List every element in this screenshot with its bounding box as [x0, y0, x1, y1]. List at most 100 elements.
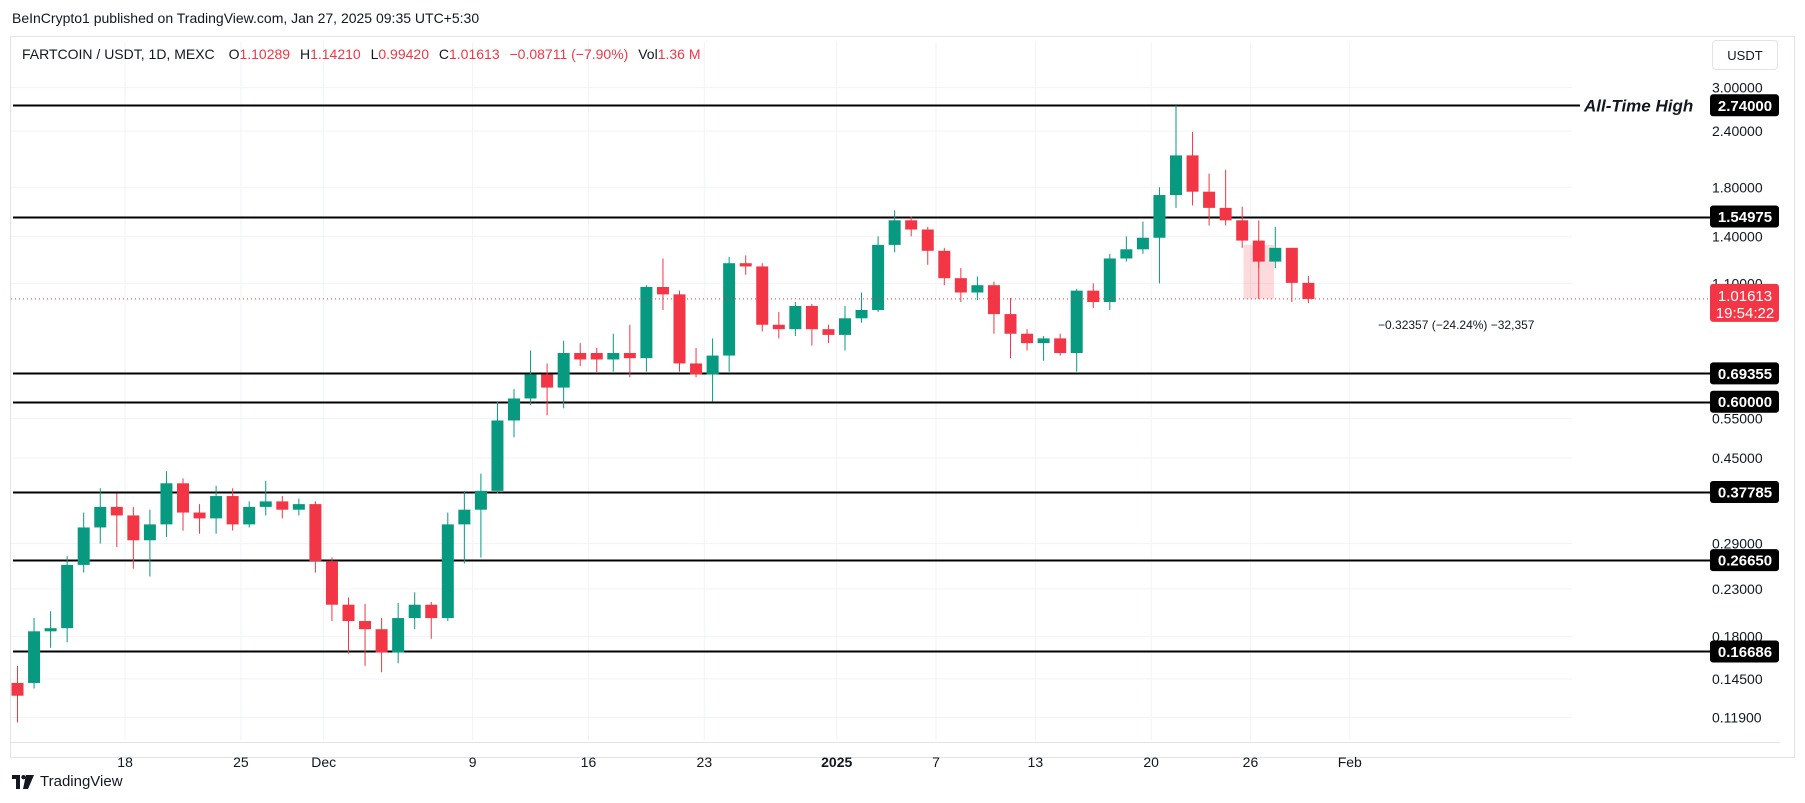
candle-body[interactable] [1285, 247, 1298, 283]
candle-body[interactable] [276, 501, 289, 510]
candle-body[interactable] [872, 244, 885, 310]
candle-body[interactable] [1021, 333, 1034, 344]
candle-body[interactable] [855, 309, 868, 319]
candle-body[interactable] [640, 286, 653, 359]
candle-body[interactable] [491, 420, 504, 491]
candle-body[interactable] [160, 483, 173, 525]
open-value: 1.10289 [239, 46, 291, 62]
candle-body[interactable] [177, 483, 189, 513]
candle-body[interactable] [656, 286, 669, 295]
x-tick-label: 20 [1143, 754, 1159, 770]
change-value: −0.08711 (−7.90%) [509, 46, 629, 62]
candle-body[interactable] [921, 229, 934, 251]
symbol-info[interactable]: FARTCOIN / USDT, 1D, MEXC [22, 46, 215, 62]
y-tick-label: 0.45000 [1712, 450, 1763, 466]
candle-body[interactable] [1153, 195, 1166, 238]
candle-body[interactable] [888, 220, 901, 245]
candle-body[interactable] [375, 629, 388, 653]
candle-body[interactable] [441, 524, 454, 619]
candle-body[interactable] [1070, 290, 1083, 354]
candle-body[interactable] [425, 604, 438, 619]
candle-body[interactable] [210, 496, 223, 519]
candle-body[interactable] [541, 374, 554, 388]
tradingview-logo-text: TradingView [40, 773, 123, 790]
candle-body[interactable] [1103, 258, 1116, 303]
candle-body[interactable] [673, 294, 686, 364]
publisher-line: BeInCrypto1 published on TradingView.com… [12, 10, 480, 26]
candle-body[interactable] [987, 285, 1000, 315]
candle-body[interactable] [822, 329, 835, 335]
candle-body[interactable] [756, 266, 769, 325]
candle-body[interactable] [789, 305, 802, 330]
candle-body[interactable] [839, 318, 851, 335]
candle-body[interactable] [607, 353, 620, 360]
candle-body[interactable] [77, 527, 90, 565]
candle-body[interactable] [1087, 290, 1100, 303]
candle-body[interactable] [690, 363, 703, 375]
y-tick-label: 3.00000 [1712, 80, 1763, 96]
candle-body[interactable] [508, 398, 520, 421]
candle-body[interactable] [1252, 240, 1265, 262]
low-label: L [370, 46, 379, 62]
price-level-label: 0.16686 [1718, 644, 1772, 661]
candle-body[interactable] [1170, 155, 1182, 196]
price-level-label-bg [1710, 640, 1779, 663]
candle-body[interactable] [94, 506, 107, 528]
candle-body[interactable] [259, 501, 272, 507]
candle-body[interactable] [325, 561, 338, 605]
candle-body[interactable] [1054, 338, 1067, 354]
candle-body[interactable] [408, 604, 421, 619]
close-label: C [438, 46, 449, 62]
candle-body[interactable] [458, 509, 471, 525]
candle-body[interactable] [623, 353, 636, 359]
candle-body[interactable] [28, 631, 41, 683]
candle-body[interactable] [574, 353, 587, 360]
candle-body[interactable] [723, 263, 736, 356]
candle-body[interactable] [11, 682, 24, 696]
candle-body[interactable] [1037, 338, 1050, 344]
candle-body[interactable] [342, 604, 355, 622]
candle-body[interactable] [954, 278, 967, 293]
candle-body[interactable] [243, 506, 256, 525]
candle-body[interactable] [143, 524, 156, 541]
candle-body[interactable] [938, 250, 951, 279]
candle-body[interactable] [110, 506, 123, 516]
x-tick-label: 13 [1028, 754, 1044, 770]
candle-body[interactable] [557, 353, 570, 388]
candle-body[interactable] [524, 374, 537, 399]
candle-body[interactable] [359, 621, 372, 630]
currency-button[interactable]: USDT [1712, 40, 1778, 70]
candle-body[interactable] [805, 305, 818, 330]
candle-body[interactable] [1136, 237, 1149, 250]
tradingview-logo[interactable]: TradingView [12, 773, 123, 790]
candle-body[interactable] [1269, 247, 1282, 262]
candle-body[interactable] [772, 324, 785, 330]
candle-body[interactable] [1120, 249, 1133, 259]
candle-body[interactable] [61, 564, 74, 629]
candle-body[interactable] [706, 355, 719, 375]
high-value: 1.14210 [310, 46, 361, 62]
candle-body[interactable] [1203, 191, 1216, 208]
candle-body[interactable] [1004, 314, 1017, 334]
candle-body[interactable] [1302, 282, 1315, 299]
candle-body[interactable] [44, 628, 57, 632]
candle-body[interactable] [1219, 207, 1232, 221]
candle-body[interactable] [292, 504, 305, 510]
candle-body[interactable] [739, 263, 752, 267]
y-tick-label: 1.80000 [1712, 179, 1763, 195]
candle-body[interactable] [392, 618, 405, 653]
candle-body[interactable] [1236, 220, 1249, 241]
price-level-label: 0.69355 [1718, 366, 1772, 383]
candle-body[interactable] [905, 220, 918, 230]
candle-body[interactable] [127, 515, 140, 541]
candle-body[interactable] [226, 496, 239, 525]
candle-body[interactable] [193, 512, 206, 519]
candle-body[interactable] [1186, 155, 1199, 192]
candle-body[interactable] [971, 285, 984, 293]
candle-body[interactable] [590, 353, 603, 360]
price-level-label-bg [1710, 390, 1779, 413]
candle-body[interactable] [309, 504, 322, 562]
price-level-label-bg [1710, 549, 1779, 572]
candle-body[interactable] [474, 490, 487, 510]
